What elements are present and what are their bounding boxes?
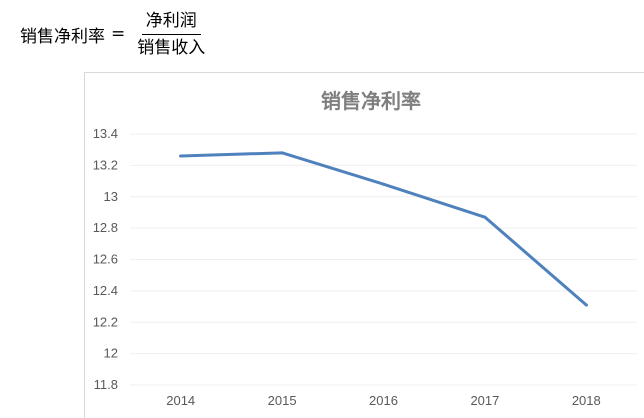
line-chart: 销售净利率 11.8 12 12.2 12.4 12.6 12.8 13 13.2 13.4 2…: [93, 89, 637, 408]
y-tick-label: 12.6: [93, 252, 118, 267]
x-axis-ticks: 2014 2015 2016 2017 2018: [166, 393, 601, 408]
y-axis-ticks: 11.8 12 12.2 12.4 12.6 12.8 13 13.2 13.4: [93, 126, 118, 392]
grid-layer: [130, 133, 637, 386]
data-point: [280, 151, 284, 155]
y-tick-label: 12.4: [93, 283, 118, 298]
data-point: [584, 303, 588, 307]
series-line: [179, 151, 588, 307]
data-point: [382, 182, 385, 186]
data-point: [483, 215, 487, 219]
chart-title: 销售净利率: [321, 89, 421, 113]
y-tick-label: 12: [104, 346, 118, 361]
formula: 销售净利率 = 净利润 销售收入: [20, 8, 209, 60]
formula-fraction: 净利润 销售收入: [133, 10, 209, 59]
data-point: [179, 154, 183, 158]
x-tick-label: 2018: [572, 393, 601, 408]
formula-denominator: 销售收入: [137, 37, 206, 58]
y-tick-label: 11.8: [94, 377, 118, 392]
y-tick-label: 13.4: [93, 126, 118, 141]
y-tick-label: 13.2: [93, 157, 118, 172]
x-tick-label: 2015: [268, 393, 297, 408]
chart-area: 销售净利率 11.8 12 12.2 12.4 12.6 12.8 13 13.2 13.4 2…: [84, 72, 644, 418]
y-tick-label: 12.8: [93, 220, 118, 235]
y-tick-label: 13: [104, 189, 118, 204]
formula-equals: =: [111, 24, 126, 44]
x-tick-label: 2017: [470, 393, 499, 408]
formula-lhs: 销售净利率: [20, 26, 105, 47]
series-layer: [179, 151, 588, 307]
x-tick-label: 2016: [369, 393, 398, 408]
y-tick-label: 12.2: [93, 314, 118, 329]
x-tick-label: 2014: [166, 393, 195, 408]
formula-numerator: 净利润: [141, 10, 201, 35]
